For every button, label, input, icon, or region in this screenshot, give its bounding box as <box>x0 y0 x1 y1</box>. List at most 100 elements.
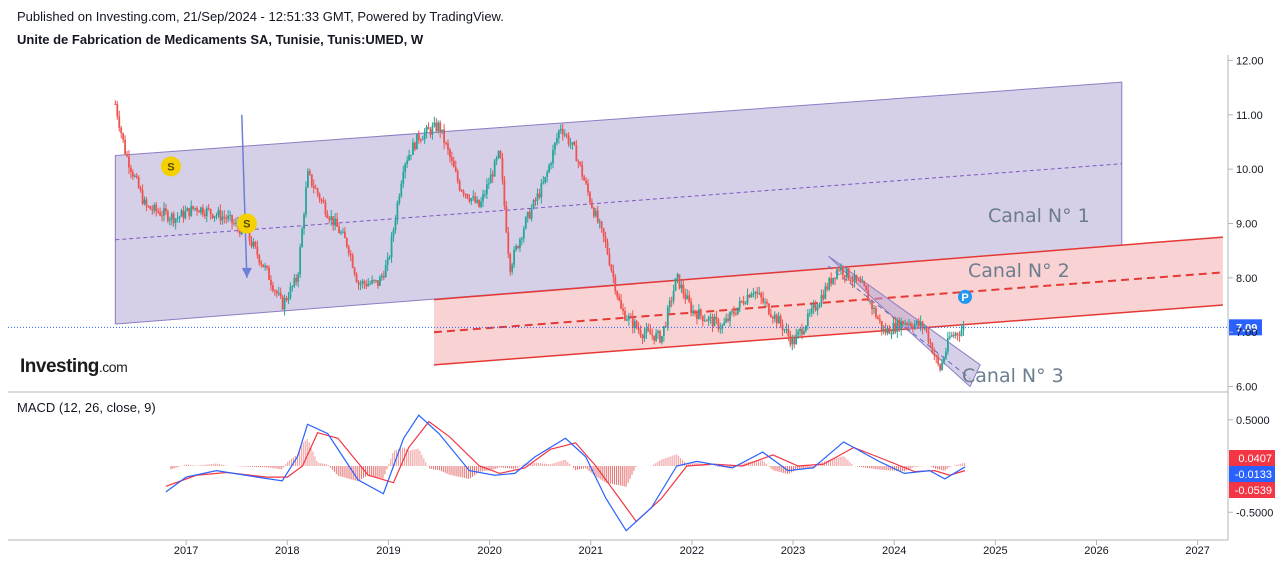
candle-body <box>429 129 432 135</box>
candle-body <box>363 281 366 284</box>
candle-body <box>799 328 801 332</box>
candle-body <box>863 281 866 286</box>
candle-body <box>532 200 535 209</box>
candle-body <box>435 122 438 132</box>
time-tick-label: 2027 <box>1185 545 1209 557</box>
candle-body <box>443 129 445 143</box>
candle-body <box>674 278 677 291</box>
candle-body <box>203 214 206 217</box>
candle-body <box>122 133 125 140</box>
candle-body <box>114 103 117 105</box>
candle-body <box>880 321 883 331</box>
candle-body <box>760 293 763 298</box>
candle-body <box>534 200 537 202</box>
time-axis[interactable]: 2017 2018 2019 2020 2021 2022 2023 2024 2025 2026… <box>174 540 1210 557</box>
channel-2-midline <box>433 271 1224 334</box>
candle-body <box>340 232 342 234</box>
candle-body <box>155 204 158 212</box>
candle-body <box>188 208 191 216</box>
candle-body <box>701 315 704 322</box>
candle-body <box>305 187 307 215</box>
p-badge-icon <box>958 289 973 304</box>
badge-label: S <box>243 219 250 231</box>
candle-body <box>310 174 313 186</box>
candle-body <box>505 205 508 233</box>
candle-body <box>602 228 605 237</box>
macd-indicator-label[interactable]: MACD (12, 26, close, 9) <box>17 400 156 415</box>
candle-body <box>723 322 726 326</box>
candle-body <box>878 318 881 322</box>
candle-body <box>890 333 893 335</box>
brand-suffix: .com <box>98 359 128 375</box>
candle-body <box>170 213 173 220</box>
chart-frame <box>8 55 1229 541</box>
candle-body <box>672 290 675 301</box>
candle-body <box>686 295 689 300</box>
candle-body <box>801 328 803 335</box>
candle-body <box>507 232 510 254</box>
candle-body <box>131 172 134 177</box>
candle-body <box>552 149 554 164</box>
candle-body <box>649 330 652 335</box>
candle-body <box>338 226 340 234</box>
price-axis[interactable]: 6.00 7.00 8.00 9.00 10.00 11.00 12.00 <box>1228 55 1264 394</box>
candle-body <box>629 316 632 318</box>
candle-body <box>960 330 963 336</box>
candle-body <box>196 207 198 211</box>
candle-body <box>359 283 362 285</box>
candle-body <box>610 265 613 271</box>
chart-overlays[interactable]: 7.09 S S P <box>8 114 1262 336</box>
candle-body <box>166 211 169 221</box>
candle-body <box>818 304 821 308</box>
candle-body <box>487 183 490 185</box>
candle-body <box>478 199 480 207</box>
candle-body <box>845 268 848 278</box>
candle-body <box>417 134 420 140</box>
candle-body <box>581 164 584 177</box>
candle-body <box>485 184 488 195</box>
candle-body <box>163 208 165 216</box>
candle-body <box>736 307 739 315</box>
candle-body <box>157 211 160 213</box>
candle-body <box>355 274 358 283</box>
candle-body <box>180 210 183 217</box>
candle-body <box>734 313 737 315</box>
candle-body <box>289 286 292 298</box>
candle-body <box>235 222 237 224</box>
candle-body <box>692 310 694 314</box>
channel-3-label: Canal N° 3 <box>962 365 1064 387</box>
candle-body <box>279 292 282 297</box>
candle-body <box>859 280 862 283</box>
candle-body <box>709 316 712 318</box>
candle-body <box>410 154 412 156</box>
candle-body <box>592 208 595 217</box>
candle-body <box>116 104 119 117</box>
candle-body <box>153 204 156 211</box>
macd-line <box>165 414 966 532</box>
candle-body <box>489 174 492 184</box>
candle-body <box>456 171 459 182</box>
candle-body <box>694 310 696 314</box>
candle-body <box>192 205 195 209</box>
candle-body <box>793 338 796 345</box>
candle-body <box>472 196 475 199</box>
candle-body <box>273 290 276 292</box>
candle-body <box>303 214 305 229</box>
candle-body <box>707 317 710 321</box>
candle-body <box>921 321 924 328</box>
candle-body <box>151 209 154 211</box>
candle-body <box>847 268 850 280</box>
candle-body <box>378 277 381 286</box>
candle-body <box>141 190 144 204</box>
candle-body <box>830 278 833 284</box>
candle-body <box>201 207 204 215</box>
candle-body <box>412 142 414 155</box>
channel-annotations[interactable]: Canal N° 1 Canal N° 2 Canal N° 3 <box>114 81 1224 388</box>
candle-body <box>771 317 774 319</box>
candle-body <box>318 194 321 200</box>
candle-body <box>425 126 428 133</box>
candle-body <box>754 291 757 294</box>
candle-body <box>756 291 759 294</box>
candle-body <box>680 284 683 289</box>
